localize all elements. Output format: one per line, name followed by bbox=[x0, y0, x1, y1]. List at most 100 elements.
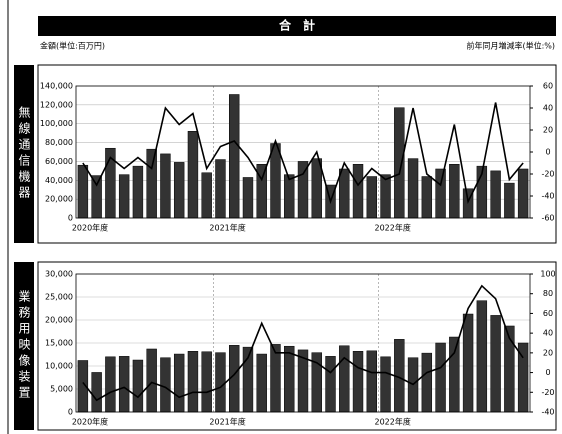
side-label: 業務用映像装置 bbox=[17, 290, 31, 402]
y2-tick-label: 0 bbox=[545, 368, 550, 377]
y-tick-label: 15,000 bbox=[45, 339, 73, 348]
bar bbox=[380, 174, 391, 219]
bar bbox=[91, 175, 102, 219]
bar bbox=[215, 352, 226, 413]
bar bbox=[311, 158, 322, 219]
bar bbox=[490, 315, 501, 413]
bar bbox=[229, 94, 240, 219]
bar bbox=[146, 348, 157, 413]
line bbox=[82, 284, 524, 402]
bar bbox=[517, 168, 529, 219]
y2-tick-label: 100 bbox=[540, 270, 555, 279]
bar bbox=[325, 356, 336, 413]
x-tick-label: 2021年度 bbox=[209, 223, 245, 233]
bar bbox=[77, 164, 89, 219]
bar bbox=[380, 356, 391, 413]
y-tick-label: 10,000 bbox=[45, 362, 73, 371]
bar bbox=[407, 158, 419, 219]
bar bbox=[339, 168, 350, 219]
bar bbox=[187, 351, 199, 413]
header-bar bbox=[38, 16, 556, 36]
bar bbox=[366, 350, 377, 413]
y2-tick-label: 0 bbox=[545, 148, 550, 157]
y2-tick-label: 40 bbox=[543, 329, 553, 338]
bar bbox=[160, 153, 171, 219]
x-tick-label: 2021年度 bbox=[209, 417, 245, 427]
bar bbox=[118, 174, 130, 219]
line bbox=[82, 102, 524, 205]
y-tick-label: 30,000 bbox=[45, 270, 73, 279]
x-tick-label: 2020年度 bbox=[72, 417, 108, 427]
bar bbox=[256, 353, 267, 413]
y2-tick-label: 80 bbox=[543, 289, 553, 298]
right-unit: 前年同月増減率(単位:%) bbox=[466, 41, 555, 51]
y2-tick-label: -60 bbox=[541, 214, 554, 223]
y2-tick-label: 20 bbox=[543, 348, 553, 357]
left-unit: 金額(単位:百万円) bbox=[40, 41, 105, 51]
y2-tick-label: -20 bbox=[541, 170, 554, 179]
plot-frame bbox=[75, 273, 531, 413]
bar bbox=[270, 344, 281, 413]
bar bbox=[462, 313, 474, 413]
y2-tick-label: -40 bbox=[541, 408, 554, 417]
bar bbox=[91, 372, 102, 413]
bar bbox=[256, 164, 267, 219]
y-tick-label: 100,000 bbox=[40, 119, 73, 128]
x-tick-label: 2020年度 bbox=[72, 223, 108, 233]
bar bbox=[132, 359, 144, 413]
y-tick-label: 25,000 bbox=[45, 293, 73, 302]
bar bbox=[449, 164, 460, 219]
y2-tick-label: -20 bbox=[541, 388, 554, 397]
y2-tick-label: 20 bbox=[543, 126, 553, 135]
y-tick-label: 120,000 bbox=[40, 100, 73, 109]
bar bbox=[476, 300, 488, 413]
bar bbox=[352, 351, 364, 413]
side-label-box bbox=[14, 65, 34, 243]
bar bbox=[242, 177, 254, 219]
side-label-box bbox=[14, 262, 34, 430]
x-tick-label: 2022年度 bbox=[374, 223, 410, 233]
bar bbox=[146, 148, 157, 219]
y2-tick-label: -40 bbox=[541, 192, 554, 201]
y-tick-label: 0 bbox=[68, 408, 73, 417]
bar bbox=[352, 164, 364, 219]
panel-frame bbox=[37, 64, 557, 244]
bar bbox=[132, 165, 144, 219]
bar bbox=[105, 356, 116, 413]
side-label: 無線通信機器 bbox=[17, 105, 31, 202]
bar bbox=[504, 182, 515, 219]
y-tick-label: 20,000 bbox=[45, 316, 73, 325]
bar bbox=[394, 107, 405, 219]
y2-tick-label: 40 bbox=[543, 104, 553, 113]
plot-frame bbox=[75, 85, 531, 219]
bar bbox=[435, 342, 446, 413]
y-tick-label: 5,000 bbox=[50, 385, 73, 394]
y2-tick-label: 60 bbox=[543, 309, 553, 318]
bar bbox=[449, 336, 460, 413]
bar bbox=[270, 143, 281, 219]
bar bbox=[201, 351, 212, 413]
y-tick-label: 140,000 bbox=[40, 82, 73, 91]
y-tick-label: 40,000 bbox=[45, 176, 73, 185]
x-tick-label: 2022年度 bbox=[374, 417, 410, 427]
y-tick-label: 60,000 bbox=[45, 157, 73, 166]
y-tick-label: 20,000 bbox=[45, 195, 73, 204]
bar bbox=[490, 170, 501, 219]
bar bbox=[118, 356, 130, 413]
bar bbox=[215, 159, 226, 219]
bar bbox=[339, 345, 350, 413]
bar bbox=[435, 168, 446, 219]
y2-tick-label: 60 bbox=[543, 82, 553, 91]
bar bbox=[187, 131, 199, 219]
header-title: 合 計 bbox=[279, 18, 315, 33]
bar bbox=[173, 162, 185, 219]
bar bbox=[284, 345, 295, 413]
y-tick-label: 80,000 bbox=[45, 138, 73, 147]
bar bbox=[366, 176, 377, 219]
bar bbox=[173, 353, 185, 413]
panel-frame bbox=[37, 261, 557, 431]
bar bbox=[201, 172, 212, 219]
bar bbox=[160, 357, 171, 413]
y-tick-label: 0 bbox=[68, 214, 73, 223]
